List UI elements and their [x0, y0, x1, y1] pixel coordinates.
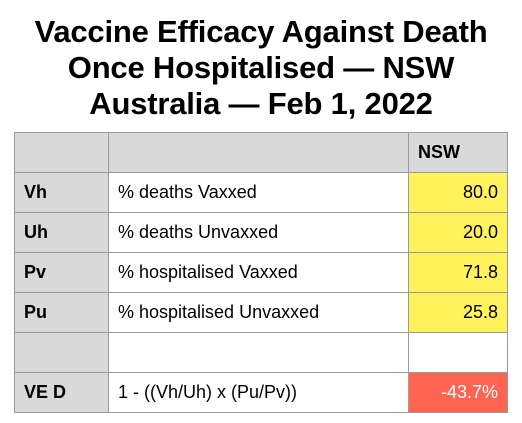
blank-description-cell[interactable] [108, 332, 409, 373]
blank-value-cell[interactable] [408, 332, 508, 373]
header-nsw-cell[interactable]: NSW [408, 132, 508, 173]
table-row: Pv % hospitalised Vaxxed 71.8 [14, 252, 508, 293]
page-title: Vaccine Efficacy Against Death Once Hosp… [0, 14, 522, 122]
result-key-cell[interactable]: VE D [14, 372, 109, 413]
result-value-cell[interactable]: -43.7% [408, 372, 508, 413]
title-line-2: Once Hospitalised — NSW [67, 50, 455, 85]
header-key-cell[interactable] [14, 132, 109, 173]
table-row: Vh % deaths Vaxxed 80.0 [14, 172, 508, 213]
row-key-cell[interactable]: Pu [14, 292, 109, 333]
blank-key-cell[interactable] [14, 332, 109, 373]
table-row-result: VE D 1 - ((Vh/Uh) x (Pu/Pv)) -43.7% [14, 372, 508, 413]
row-key-cell[interactable]: Vh [14, 172, 109, 213]
row-description-cell[interactable]: % deaths Vaxxed [108, 172, 409, 213]
title-line-3: Australia — Feb 1, 2022 [89, 86, 433, 121]
row-value-cell[interactable]: 80.0 [408, 172, 508, 213]
result-formula-cell[interactable]: 1 - ((Vh/Uh) x (Pu/Pv)) [108, 372, 409, 413]
row-key-cell[interactable]: Pv [14, 252, 109, 293]
table-row-blank [14, 332, 508, 373]
title-line-1: Vaccine Efficacy Against Death [34, 14, 488, 49]
row-value-cell[interactable]: 71.8 [408, 252, 508, 293]
table-row: Uh % deaths Unvaxxed 20.0 [14, 212, 508, 253]
row-description-cell[interactable]: % hospitalised Vaxxed [108, 252, 409, 293]
table-row: Pu % hospitalised Unvaxxed 25.8 [14, 292, 508, 333]
header-description-cell[interactable] [108, 132, 409, 173]
row-description-cell[interactable]: % hospitalised Unvaxxed [108, 292, 409, 333]
row-description-cell[interactable]: % deaths Unvaxxed [108, 212, 409, 253]
efficacy-table: NSW Vh % deaths Vaxxed 80.0 Uh % deaths … [14, 132, 508, 413]
table-header-row: NSW [14, 132, 508, 173]
row-value-cell[interactable]: 20.0 [408, 212, 508, 253]
row-key-cell[interactable]: Uh [14, 212, 109, 253]
row-value-cell[interactable]: 25.8 [408, 292, 508, 333]
